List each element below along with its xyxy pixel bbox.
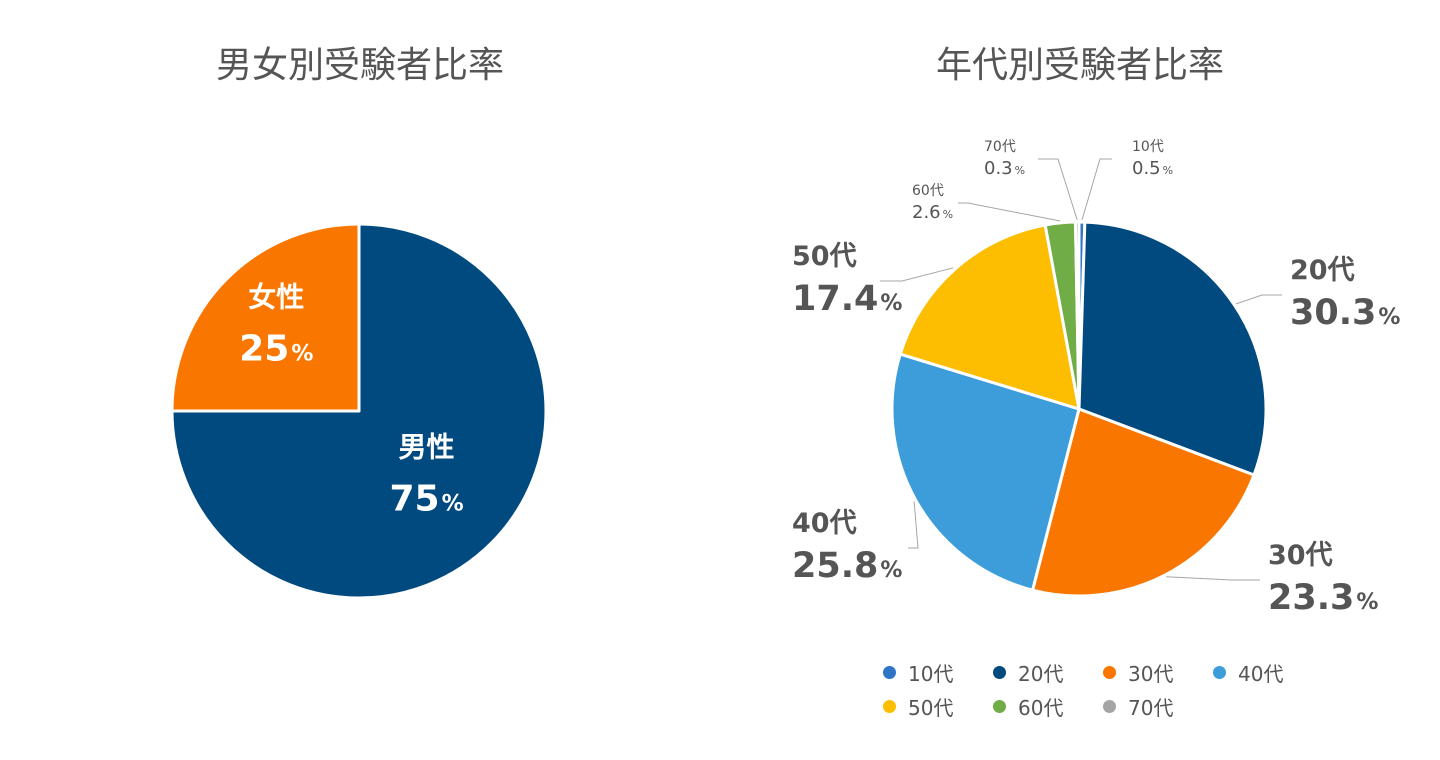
age-value-4: 17.4% <box>792 279 902 319</box>
legend-item: 70代 <box>1103 694 1213 720</box>
age-leader-line-3 <box>908 501 919 549</box>
age-label-6: 70代 <box>984 139 1016 155</box>
legend-label: 20代 <box>1018 661 1064 686</box>
gender-percent-0: % <box>442 492 464 517</box>
age-percent-0: % <box>1163 164 1173 177</box>
legend-label: 50代 <box>908 695 954 720</box>
legend-item: 40代 <box>1213 660 1323 686</box>
age-value-2: 23.3% <box>1268 578 1378 618</box>
legend-label: 70代 <box>1128 695 1174 720</box>
legend-label: 60代 <box>1018 695 1064 720</box>
gender-chart-title: 男女別受験者比率 <box>215 45 504 86</box>
age-label-2: 30代 <box>1268 540 1333 571</box>
age-percent-5: % <box>943 208 953 221</box>
legend-swatch <box>1103 699 1116 713</box>
age-label-5: 60代 <box>912 183 944 199</box>
age-leader-line-5 <box>958 202 1061 222</box>
age-label-1: 20代 <box>1290 255 1355 286</box>
age-percent-2: % <box>1356 590 1378 615</box>
age-chart-legend: 10代 20代 30代 40代 50代 60代 70代 <box>883 660 1323 720</box>
legend-label: 10代 <box>908 661 954 686</box>
age-label-3: 40代 <box>792 508 857 539</box>
age-label-0: 10代 <box>1132 139 1164 155</box>
gender-label-0: 男性 <box>399 431 455 464</box>
age-percent-3: % <box>880 558 902 583</box>
age-slice-1 <box>1077 220 1268 477</box>
legend-item: 10代 <box>883 660 993 686</box>
age-percent-6: % <box>1015 164 1025 177</box>
legend-swatch <box>883 699 896 713</box>
age-leader-line-4 <box>880 267 954 282</box>
legend-swatch <box>993 665 1006 679</box>
legend-label: 30代 <box>1128 661 1174 686</box>
gender-slice-1 <box>170 222 361 413</box>
age-leader-line-6 <box>1038 158 1078 221</box>
legend-swatch <box>1103 665 1116 679</box>
legend-item: 50代 <box>883 694 993 720</box>
age-percent-4: % <box>880 291 902 316</box>
age-value-1: 30.3% <box>1290 293 1400 333</box>
age-value-3: 25.8% <box>792 546 902 586</box>
age-value-0: 0.5% <box>1132 158 1173 179</box>
age-chart-title: 年代別受験者比率 <box>935 45 1224 86</box>
legend-item: 30代 <box>1103 660 1213 686</box>
age-percent-1: % <box>1378 305 1400 330</box>
age-leader-line-0 <box>1081 158 1112 221</box>
legend-swatch <box>993 699 1006 713</box>
age-leader-line-2 <box>1166 576 1260 581</box>
age-label-4: 50代 <box>792 241 857 272</box>
gender-value-0: 75% <box>389 479 463 520</box>
legend-swatch <box>883 665 896 679</box>
age-leader-line-1 <box>1235 294 1282 305</box>
gender-value-1: 25% <box>239 328 313 369</box>
legend-item: 20代 <box>993 660 1103 686</box>
age-slice-4 <box>898 223 1081 411</box>
legend-item: 60代 <box>993 694 1103 720</box>
gender-label-1: 女性 <box>248 280 304 313</box>
age-value-6: 0.3% <box>984 158 1025 179</box>
age-slice-2 <box>1031 407 1256 598</box>
age-slice-3 <box>890 352 1081 592</box>
age-value-5: 2.6% <box>912 202 953 223</box>
age-slice-6 <box>1073 220 1081 411</box>
gender-percent-1: % <box>291 341 313 366</box>
legend-swatch <box>1213 665 1226 679</box>
legend-label: 40代 <box>1238 661 1284 686</box>
